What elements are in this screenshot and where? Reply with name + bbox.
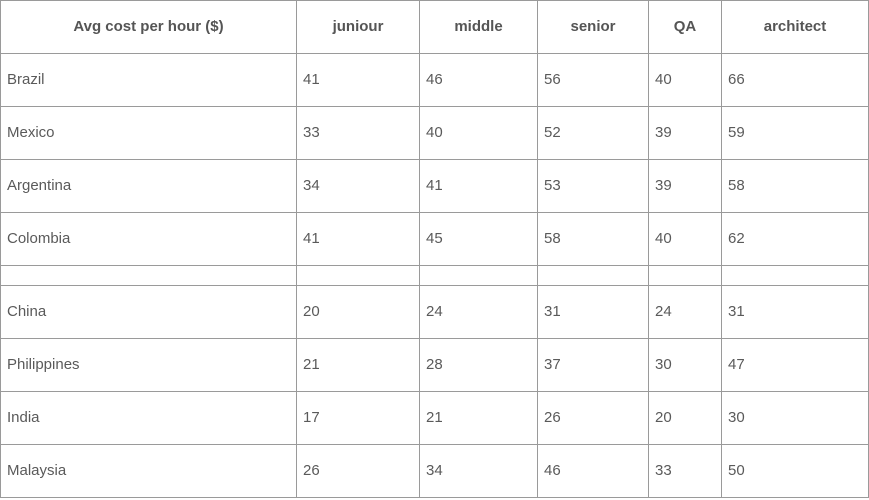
table-cell: 20	[296, 285, 420, 339]
table-row: Colombia 41 45 58 40 62	[0, 212, 869, 266]
table-cell: 34	[296, 159, 420, 213]
table-cell: 31	[721, 285, 869, 339]
table-cell: 58	[537, 212, 649, 266]
row-label: Philippines	[0, 338, 297, 392]
table-cell: 41	[296, 212, 420, 266]
table-row: Malaysia 26 34 46 33 50	[0, 444, 869, 498]
table-cell: 37	[537, 338, 649, 392]
table-cell: 40	[419, 106, 538, 160]
row-label: Malaysia	[0, 444, 297, 498]
table-cell: 47	[721, 338, 869, 392]
table-cell: 45	[419, 212, 538, 266]
row-label: Brazil	[0, 53, 297, 107]
row-label: Mexico	[0, 106, 297, 160]
table-cell	[537, 265, 649, 286]
table-cell: 21	[419, 391, 538, 445]
column-header-architect: architect	[721, 0, 869, 54]
table-cell: 41	[419, 159, 538, 213]
column-header-senior: senior	[537, 0, 649, 54]
table-cell: 33	[296, 106, 420, 160]
table-cell: 20	[648, 391, 722, 445]
table-cell: 28	[419, 338, 538, 392]
table-cell	[296, 265, 420, 286]
row-label: China	[0, 285, 297, 339]
column-header-middle: middle	[419, 0, 538, 54]
header-row: Avg cost per hour ($) juniour middle senior…	[0, 0, 869, 54]
column-header-juniour: juniour	[296, 0, 420, 54]
table-cell: 53	[537, 159, 649, 213]
table-cell: 46	[419, 53, 538, 107]
column-header-qa: QA	[648, 0, 722, 54]
table-cell: 62	[721, 212, 869, 266]
row-label: India	[0, 391, 297, 445]
table-cell: 58	[721, 159, 869, 213]
table-cell: 21	[296, 338, 420, 392]
table-cell: 31	[537, 285, 649, 339]
spacer-row	[0, 265, 869, 286]
table-cell: 30	[648, 338, 722, 392]
table-cell: 34	[419, 444, 538, 498]
table-cell: 39	[648, 159, 722, 213]
table-row: China 20 24 31 24 31	[0, 285, 869, 339]
table-body: Brazil 41 46 56 40 66 Mexico 33 40 52 39 59 Argentin…	[0, 53, 869, 498]
row-label	[0, 265, 297, 286]
table-row: Argentina 34 41 53 39 58	[0, 159, 869, 213]
table-cell	[648, 265, 722, 286]
table-row: India 17 21 26 20 30	[0, 391, 869, 445]
table-row: Mexico 33 40 52 39 59	[0, 106, 869, 160]
table-cell: 17	[296, 391, 420, 445]
table-cell: 30	[721, 391, 869, 445]
table-cell: 24	[648, 285, 722, 339]
table-cell: 26	[537, 391, 649, 445]
table-row: Brazil 41 46 56 40 66	[0, 53, 869, 107]
table-cell: 50	[721, 444, 869, 498]
table-cell: 40	[648, 212, 722, 266]
table-row: Philippines 21 28 37 30 47	[0, 338, 869, 392]
table-header: Avg cost per hour ($) juniour middle senior…	[0, 0, 869, 54]
table-cell: 26	[296, 444, 420, 498]
table-cell: 39	[648, 106, 722, 160]
table-cell: 41	[296, 53, 420, 107]
table-cell: 33	[648, 444, 722, 498]
row-label: Argentina	[0, 159, 297, 213]
table-cell	[721, 265, 869, 286]
table-cell: 24	[419, 285, 538, 339]
table-cell: 66	[721, 53, 869, 107]
table-cell: 46	[537, 444, 649, 498]
table-cell: 59	[721, 106, 869, 160]
column-header-metric: Avg cost per hour ($)	[0, 0, 297, 54]
table-cell: 56	[537, 53, 649, 107]
table-cell	[419, 265, 538, 286]
table-cell: 40	[648, 53, 722, 107]
table-cell: 52	[537, 106, 649, 160]
row-label: Colombia	[0, 212, 297, 266]
